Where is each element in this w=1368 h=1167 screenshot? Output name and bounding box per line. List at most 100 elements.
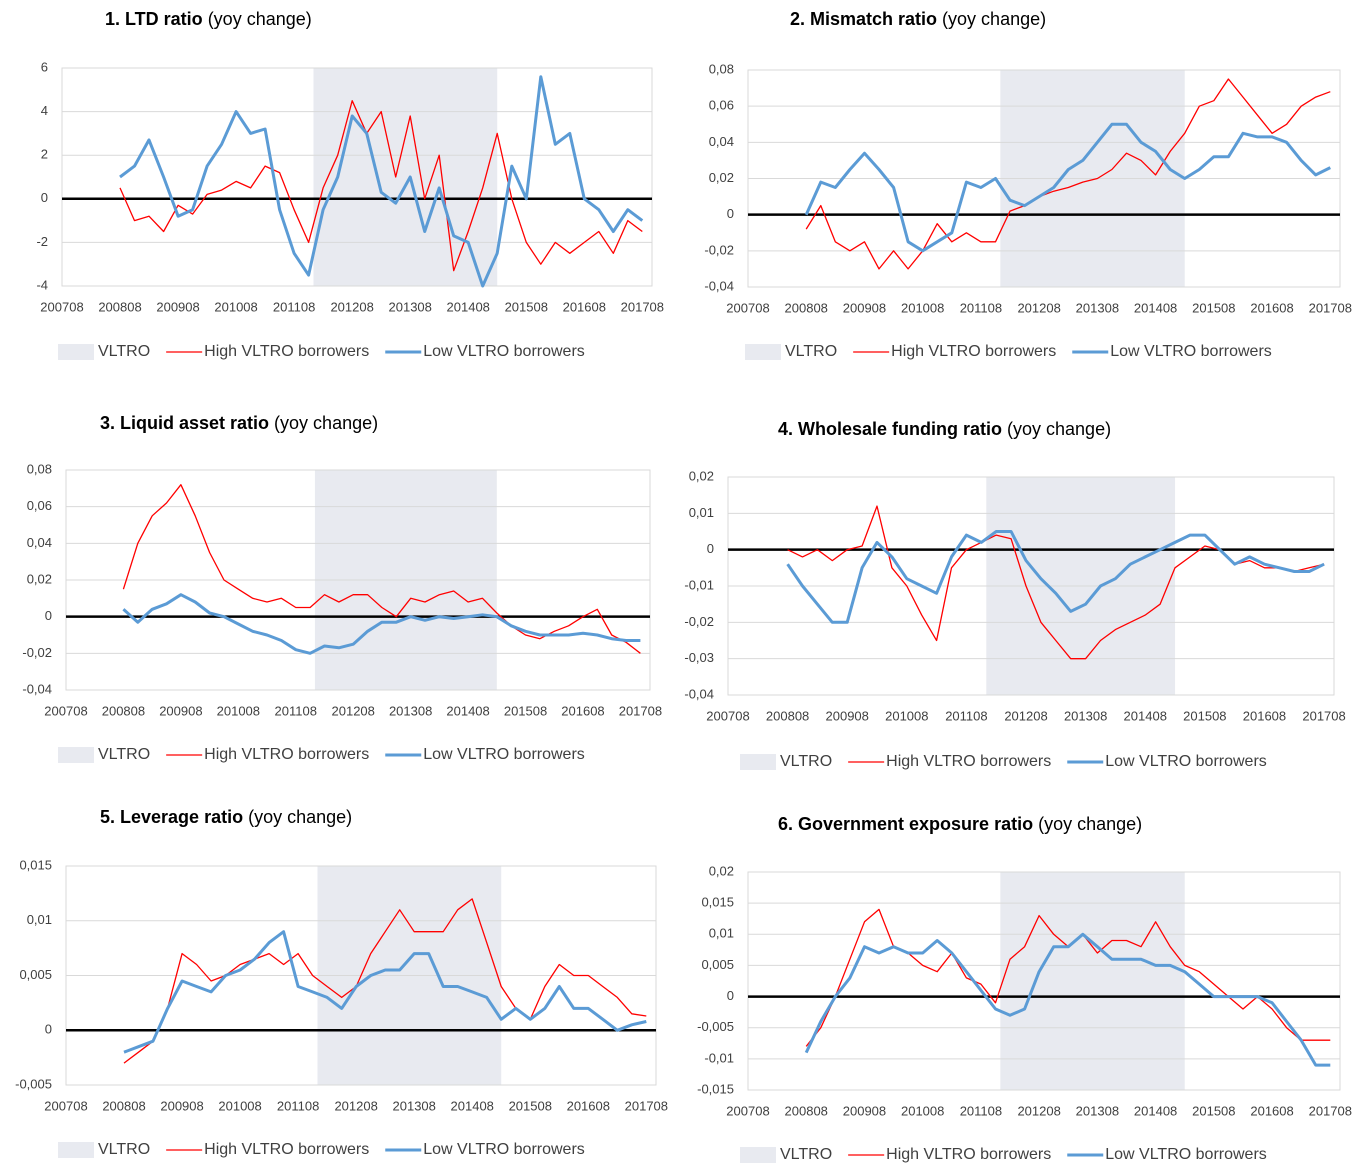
- chart-title: 4. Wholesale funding ratio (yoy change): [778, 419, 1111, 439]
- legend-swatch: [58, 747, 94, 763]
- plot-frame: [65, 469, 651, 691]
- legend-label: High VLTRO borrowers: [204, 746, 369, 763]
- x-tick-label: 200908: [843, 1103, 886, 1118]
- title-sub: (yoy change): [1007, 419, 1111, 439]
- x-tick-label: 200908: [826, 708, 869, 723]
- legend-label: VLTRO: [785, 343, 837, 360]
- legend-label: High VLTRO borrowers: [891, 343, 1056, 360]
- x-tick-label: 201508: [504, 703, 547, 718]
- title-main: 2. Mismatch ratio: [790, 9, 937, 29]
- legend-swatch: [745, 344, 781, 360]
- x-tick-label: 201408: [1124, 708, 1167, 723]
- x-tick-label: 201208: [334, 1098, 377, 1113]
- y-tick-label: -0,015: [697, 1081, 734, 1096]
- legend-label: High VLTRO borrowers: [204, 343, 369, 360]
- title-sub: (yoy change): [248, 807, 352, 827]
- x-tick-label: 201108: [960, 300, 1002, 315]
- x-tick-label: 201408: [446, 703, 489, 718]
- title-sub: (yoy change): [942, 9, 1046, 29]
- y-tick-label: 0,04: [27, 535, 52, 550]
- legend-label: VLTRO: [98, 1141, 150, 1158]
- title-sub: (yoy change): [208, 9, 312, 29]
- plot-frame: [747, 69, 1341, 288]
- y-tick-label: 0,01: [689, 505, 714, 520]
- y-tick-label: -0,02: [22, 645, 52, 660]
- legend-label: High VLTRO borrowers: [886, 753, 1051, 770]
- x-tick-label: 201008: [214, 299, 257, 314]
- x-tick-label: 201708: [1309, 300, 1352, 315]
- legend-swatch: [58, 1142, 94, 1158]
- x-tick-label: 201208: [1017, 300, 1060, 315]
- y-tick-label: 0,015: [701, 895, 734, 910]
- chart-title: 2. Mismatch ratio (yoy change): [790, 9, 1046, 29]
- legend-swatch: [740, 1147, 776, 1163]
- x-tick-label: 200808: [102, 1098, 145, 1113]
- title-main: 1. LTD ratio: [105, 9, 203, 29]
- x-tick-label: 200808: [785, 1103, 828, 1118]
- x-tick-label: 201208: [1004, 708, 1047, 723]
- legend-label: Low VLTRO borrowers: [1105, 753, 1267, 770]
- x-tick-label: 201108: [277, 1098, 319, 1113]
- x-tick-label: 201108: [273, 299, 315, 314]
- x-tick-label: 201708: [1302, 708, 1345, 723]
- y-tick-label: -0,01: [704, 1050, 734, 1065]
- chart-title: 1. LTD ratio (yoy change): [105, 9, 312, 29]
- y-tick-label: 0,02: [689, 468, 714, 483]
- legend-label: Low VLTRO borrowers: [1110, 343, 1272, 360]
- chart-panel: 3. Liquid asset ratio (yoy change) -0,04 -0…: [22, 413, 662, 763]
- y-tick-label: 0,02: [709, 170, 734, 185]
- title-main: 3. Liquid asset ratio: [100, 413, 269, 433]
- y-tick-label: 0,02: [709, 863, 734, 878]
- x-tick-label: 200808: [785, 300, 828, 315]
- x-tick-label: 201308: [1076, 1103, 1119, 1118]
- x-tick-label: 201408: [447, 299, 490, 314]
- y-tick-label: -0,03: [684, 650, 714, 665]
- x-tick-label: 200708: [706, 708, 749, 723]
- y-tick-label: -0,02: [704, 242, 734, 257]
- series-line: [804, 932, 1331, 1067]
- title-main: 6. Government exposure ratio: [778, 814, 1033, 834]
- title-main: 4. Wholesale funding ratio: [778, 419, 1002, 439]
- x-tick-label: 201308: [389, 703, 432, 718]
- legend-label: VLTRO: [780, 1146, 832, 1163]
- legend-swatch: [740, 754, 776, 770]
- plot-frame: [65, 865, 657, 1086]
- x-tick-label: 200908: [156, 299, 199, 314]
- y-tick-label: 4: [41, 103, 48, 118]
- x-tick-label: 201208: [1017, 1103, 1060, 1118]
- title-main: 5. Leverage ratio: [100, 807, 243, 827]
- y-tick-label: 0: [727, 206, 734, 221]
- x-tick-label: 201108: [275, 703, 317, 718]
- shaded-band: [313, 68, 498, 286]
- series-line: [122, 484, 641, 654]
- y-tick-label: 0,01: [709, 926, 734, 941]
- y-tick-label: 0: [707, 541, 714, 556]
- y-tick-label: 0,06: [27, 498, 52, 513]
- x-tick-label: 201708: [625, 1098, 668, 1113]
- plot-frame: [61, 67, 653, 287]
- series-line: [786, 530, 1325, 624]
- x-tick-label: 201008: [218, 1098, 261, 1113]
- x-tick-label: 201308: [1076, 300, 1119, 315]
- plot-frame: [747, 871, 1341, 1091]
- y-tick-label: 0,06: [709, 98, 734, 113]
- x-tick-label: 201208: [330, 299, 373, 314]
- x-tick-label: 201308: [393, 1098, 436, 1113]
- y-tick-label: -2: [36, 234, 48, 249]
- y-tick-label: 0,005: [19, 967, 52, 982]
- shaded-band: [1000, 872, 1185, 1090]
- x-tick-label: 200808: [766, 708, 809, 723]
- chart-title: 5. Leverage ratio (yoy change): [100, 807, 352, 827]
- x-tick-label: 200708: [44, 703, 87, 718]
- x-tick-label: 201308: [389, 299, 432, 314]
- x-tick-label: 201508: [509, 1098, 552, 1113]
- y-tick-label: 0,02: [27, 571, 52, 586]
- x-tick-label: 201608: [563, 299, 606, 314]
- x-tick-label: 201408: [1134, 1103, 1177, 1118]
- y-tick-label: -0,04: [22, 681, 52, 696]
- x-tick-label: 200908: [843, 300, 886, 315]
- series-line: [122, 593, 641, 655]
- x-tick-label: 201008: [901, 1103, 944, 1118]
- legend-swatch: [58, 344, 94, 360]
